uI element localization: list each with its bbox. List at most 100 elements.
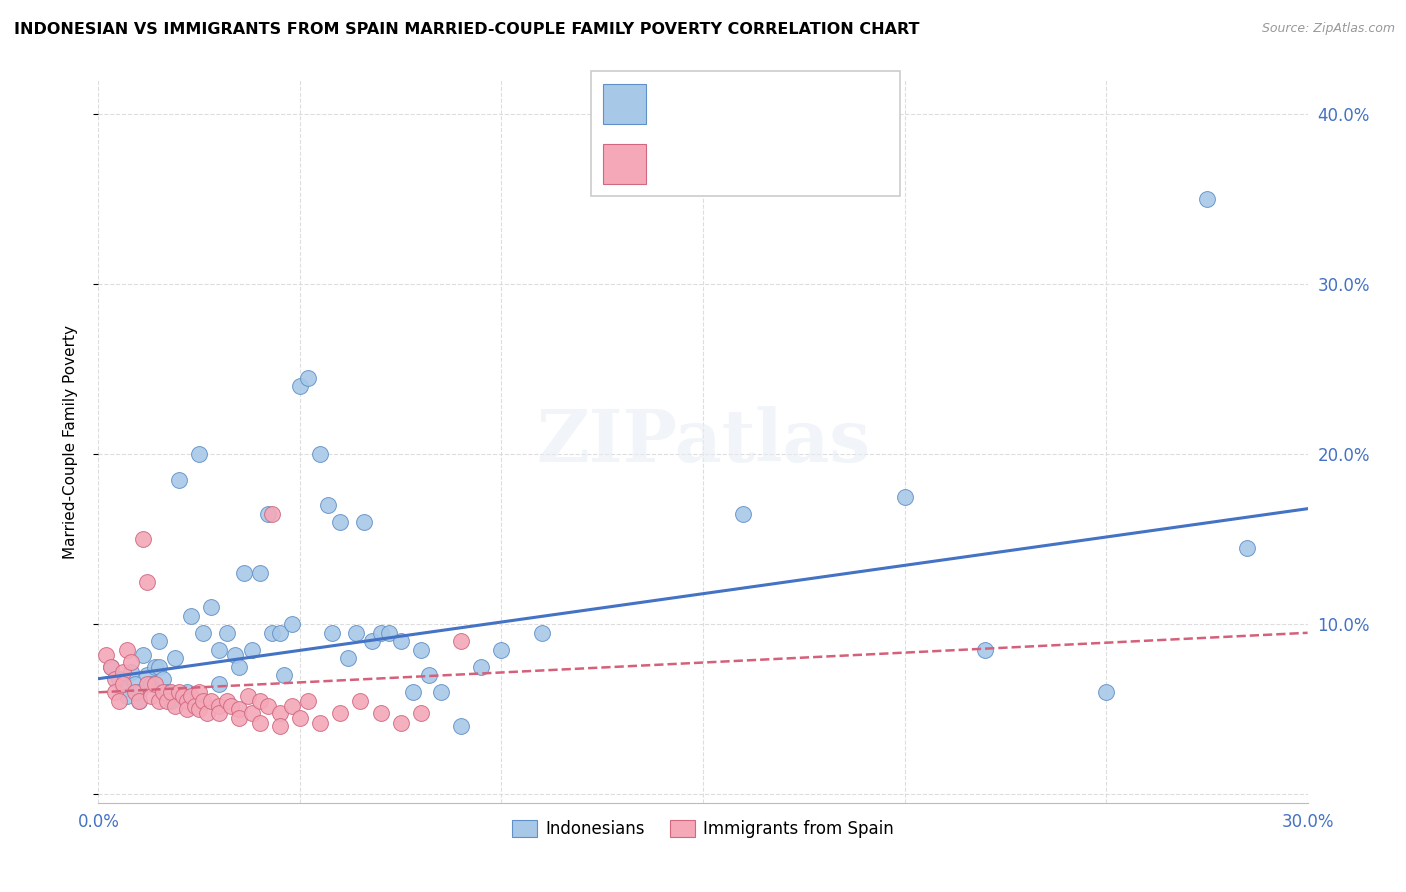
Point [111, 665, 134, 679]
Point [281, 698, 304, 713]
Point [103, 685, 125, 699]
Point [1095, 685, 1118, 699]
Point [349, 694, 371, 708]
Point [208, 698, 231, 713]
Point [337, 651, 360, 665]
Point [200, 600, 222, 615]
Point [188, 685, 211, 699]
Point [224, 648, 246, 662]
Point [143, 677, 166, 691]
Text: 64: 64 [838, 95, 863, 112]
Point [273, 668, 295, 682]
Point [240, 706, 263, 720]
Text: INDONESIAN VS IMMIGRANTS FROM SPAIN MARRIED-COUPLE FAMILY POVERTY CORRELATION CH: INDONESIAN VS IMMIGRANTS FROM SPAIN MARR… [14, 22, 920, 37]
Point [128, 694, 150, 708]
Text: Source: ZipAtlas.com: Source: ZipAtlas.com [1261, 22, 1395, 36]
Point [249, 694, 271, 708]
Point [450, 719, 472, 733]
Point [249, 715, 271, 730]
Point [530, 625, 553, 640]
Point [370, 625, 392, 640]
Point [176, 694, 198, 708]
Point [329, 706, 352, 720]
Point [409, 706, 432, 720]
Point [221, 698, 243, 713]
Point [156, 694, 179, 708]
Point [288, 379, 311, 393]
Point [389, 634, 412, 648]
Bar [603, 84, 647, 124]
Point [260, 625, 283, 640]
Point [418, 668, 440, 682]
Point [288, 711, 311, 725]
Point [163, 698, 186, 713]
Point [128, 694, 150, 708]
Point [135, 677, 157, 691]
Point [370, 706, 392, 720]
Point [124, 685, 146, 699]
Point [249, 566, 271, 581]
Point [389, 715, 412, 730]
Legend: Indonesians, Immigrants from Spain: Indonesians, Immigrants from Spain [505, 814, 901, 845]
Point [377, 625, 399, 640]
Point [152, 685, 174, 699]
Point [256, 507, 278, 521]
Point [217, 694, 239, 708]
Point [309, 715, 332, 730]
Point [260, 507, 283, 521]
Point [269, 719, 291, 733]
Point [353, 516, 375, 530]
Point [167, 685, 190, 699]
Point [115, 642, 138, 657]
Point [208, 677, 231, 691]
Point [297, 371, 319, 385]
Point [232, 566, 254, 581]
Point [269, 706, 291, 720]
Point [733, 507, 755, 521]
Point [470, 660, 492, 674]
Bar [603, 144, 647, 184]
Point [107, 672, 129, 686]
Point [111, 681, 134, 696]
Point [208, 642, 231, 657]
Point [297, 694, 319, 708]
Point [128, 685, 150, 699]
Text: R =: R = [658, 95, 697, 112]
Point [124, 677, 146, 691]
Point [321, 625, 343, 640]
Point [120, 665, 142, 679]
Point [111, 677, 134, 691]
Point [228, 660, 250, 674]
Point [160, 694, 183, 708]
Text: R =: R = [658, 155, 697, 173]
Point [193, 694, 215, 708]
Point [200, 694, 222, 708]
Point [152, 672, 174, 686]
Point [361, 634, 384, 648]
Text: 0.146: 0.146 [714, 155, 770, 173]
Point [143, 660, 166, 674]
Point [188, 447, 211, 461]
Point [344, 625, 367, 640]
Point [409, 642, 432, 657]
Point [163, 651, 186, 665]
Point [240, 642, 263, 657]
Text: 0.301: 0.301 [714, 95, 770, 112]
Point [893, 490, 915, 504]
Point [217, 625, 239, 640]
Point [148, 660, 170, 674]
Point [103, 672, 125, 686]
Point [188, 702, 211, 716]
Point [974, 642, 997, 657]
Point [269, 625, 291, 640]
Text: ZIPatlas: ZIPatlas [536, 406, 870, 477]
Point [236, 689, 259, 703]
Point [193, 625, 215, 640]
Point [228, 702, 250, 716]
Y-axis label: Married-Couple Family Poverty: Married-Couple Family Poverty [63, 325, 77, 558]
Point [1195, 192, 1218, 206]
Text: N =: N = [782, 95, 823, 112]
Point [329, 516, 352, 530]
Point [180, 689, 202, 703]
Point [148, 694, 170, 708]
